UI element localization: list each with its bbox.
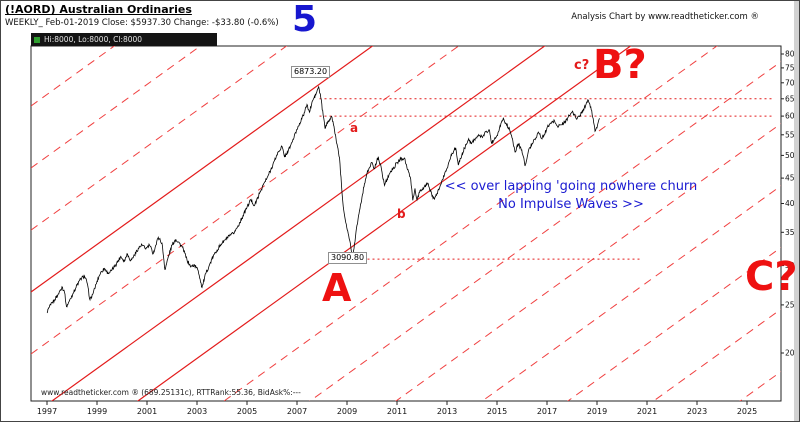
trend-channel-line — [652, 308, 781, 401]
x-tick-label: 2017 — [537, 407, 557, 416]
trend-channel-line — [223, 46, 718, 401]
x-tick-label: 2003 — [187, 407, 207, 416]
footer-credit: www.readtheticker.com ® (689.25131c), RT… — [41, 388, 301, 397]
x-tick-label: 2021 — [637, 407, 657, 416]
hilo-text: Hi:8000, Lo:8000, Cl:8000 — [44, 35, 143, 44]
y-tick-label: 4500 — [785, 174, 800, 183]
trend-channel-line — [31, 46, 374, 293]
x-tick-label: 2001 — [137, 407, 157, 416]
x-tick-label: 2023 — [687, 407, 707, 416]
trend-channel-line — [31, 46, 288, 231]
low-price-label: 3090.80 — [328, 252, 368, 264]
x-tick-label: 2015 — [487, 407, 507, 416]
x-tick-label: 2019 — [587, 407, 607, 416]
y-tick-label: 8000 — [785, 50, 800, 59]
x-tick-label: 1999 — [87, 407, 107, 416]
trend-channel-line — [31, 46, 460, 355]
instrument-title[interactable]: (!AORD) Australian Ordinaries — [5, 3, 192, 16]
y-tick-label: 2000 — [785, 349, 800, 358]
trend-channel-line — [395, 123, 781, 401]
y-tick-label: 3000 — [785, 261, 800, 270]
quote-icon — [34, 36, 40, 43]
y-tick-label: 6000 — [785, 112, 800, 121]
y-tick-label: 4000 — [785, 199, 800, 208]
churn-annotation-line2: No Impulse Waves >> — [498, 197, 644, 212]
y-tick-label: 7500 — [785, 63, 800, 72]
x-tick-label: 2009 — [337, 407, 357, 416]
trend-channel-line — [481, 185, 781, 401]
peak-price-label: 6873.20 — [291, 66, 331, 78]
window-scrollbar[interactable] — [794, 1, 799, 421]
wave-B-label: B? — [593, 42, 647, 88]
wave-a-label: a — [350, 121, 359, 135]
trend-channel-line — [309, 61, 781, 401]
hilo-quote-bar: Hi:8000, Lo:8000, Cl:8000 — [31, 33, 217, 46]
price-line — [46, 85, 600, 314]
quote-subtitle: WEEKLY_ Feb-01-2019 Close: $5937.30 Chan… — [5, 18, 279, 28]
x-tick-label: 2013 — [437, 407, 457, 416]
wave-5-label: 5 — [292, 0, 318, 40]
trend-channel-line — [136, 46, 632, 401]
y-tick-label: 6500 — [785, 94, 800, 103]
y-tick-label: 5000 — [785, 151, 800, 160]
plot-border — [30, 45, 782, 402]
x-tick-label: 2025 — [737, 407, 757, 416]
y-tick-label: 2500 — [785, 300, 800, 309]
wave-c-label: c? — [574, 58, 590, 73]
y-tick-label: 5500 — [785, 130, 800, 139]
wave-A-label: A — [322, 266, 352, 310]
x-tick-label: 1997 — [37, 407, 57, 416]
churn-annotation-line1: << over lapping 'going nowhere churn — [444, 179, 698, 194]
x-tick-label: 2011 — [387, 407, 407, 416]
y-tick-label: 3500 — [785, 228, 800, 237]
analysis-credit: Analysis Chart by www.readtheticker.com … — [571, 12, 759, 22]
x-tick-label: 2007 — [287, 407, 307, 416]
trend-channel-line — [31, 46, 202, 169]
x-tick-label: 2005 — [237, 407, 257, 416]
trend-channel-line — [50, 46, 546, 401]
trend-channel-line — [567, 247, 781, 401]
wave-C-label: C? — [745, 254, 798, 300]
wave-b-label: b — [397, 207, 406, 221]
y-tick-label: 7000 — [785, 78, 800, 87]
